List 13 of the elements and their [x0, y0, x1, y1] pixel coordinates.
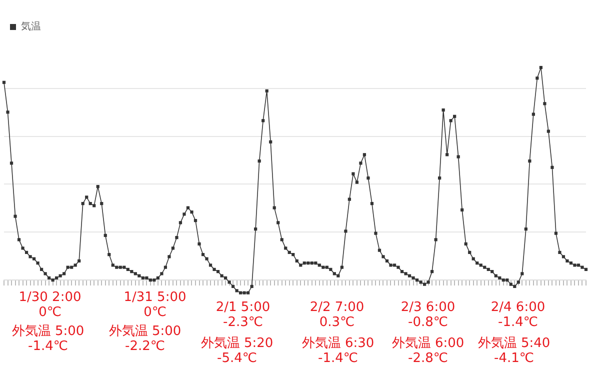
text: 2/1 5:00 -2.3℃	[216, 300, 270, 330]
text: 外気温 5:20 -5.4℃	[200, 336, 274, 366]
legend-label: 気温	[21, 20, 41, 33]
text: 2/4 6:00 -1.4℃	[490, 300, 546, 330]
text: 外気温 5:00 -2.2℃	[108, 324, 182, 354]
annotation: 1/30 2:00 0℃	[18, 290, 82, 320]
text: 2/3 6:00 -0.8℃	[400, 300, 456, 330]
text: 外気温 6:00 -2.8℃	[392, 336, 464, 366]
text: 外気温 5:40 -4.1℃	[478, 336, 550, 366]
text: 2/2 7:00 0.3℃	[308, 300, 366, 330]
annotation: 1/31 5:00 0℃	[122, 290, 188, 320]
text: 外気温 5:00 -1.4℃	[10, 324, 86, 354]
text: 外気温 6:30 -1.4℃	[302, 336, 374, 366]
